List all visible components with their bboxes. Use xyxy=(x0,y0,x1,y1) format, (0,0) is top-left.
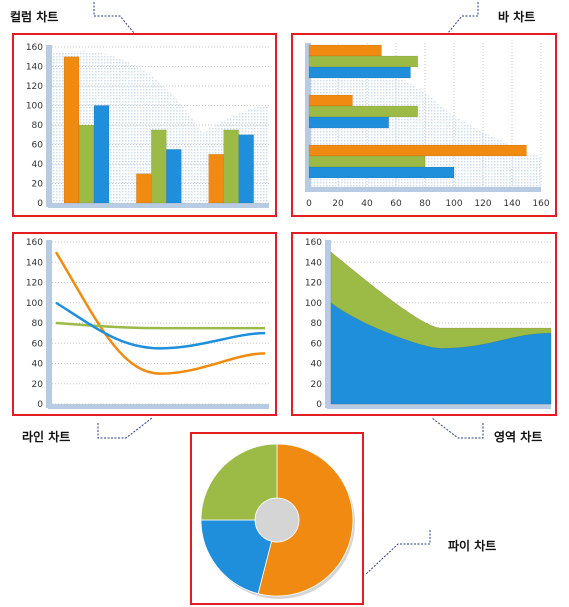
series-line xyxy=(54,251,266,375)
column-chart-panel: 0 20 40 60 80 100 120 140 160 xyxy=(12,33,277,217)
x-tick-label: 40 xyxy=(361,199,373,209)
column-bar xyxy=(136,173,152,204)
y-tick-label: 120 xyxy=(305,279,322,289)
y-tick-label: 120 xyxy=(26,279,43,289)
pie-chart-label: 파이 차트 xyxy=(448,539,497,553)
x-axis-floor xyxy=(327,404,551,409)
y-tick-label: 140 xyxy=(305,258,322,268)
y-axis-wall xyxy=(305,43,311,187)
column-bar xyxy=(63,56,80,204)
x-axis-floor xyxy=(48,404,269,409)
y-tick-label: 100 xyxy=(26,102,43,112)
y-tick-label: 60 xyxy=(32,141,44,151)
line-chart-panel: 0 20 40 60 80 100 120 140 160 xyxy=(12,232,277,416)
y-tick-label: 100 xyxy=(305,299,322,309)
x-tick-label: 20 xyxy=(332,199,344,209)
y-tick-label: 0 xyxy=(37,199,43,209)
x-tick-label: 140 xyxy=(503,199,520,209)
y-axis-wall xyxy=(46,240,52,408)
y-tick-label: 40 xyxy=(311,360,323,370)
column-bar xyxy=(78,124,95,204)
y-tick-label: 100 xyxy=(26,299,43,309)
y-tick-label: 60 xyxy=(32,339,44,349)
column-bar xyxy=(166,149,182,204)
x-tick-label: 60 xyxy=(390,199,402,209)
y-tick-label: 80 xyxy=(32,319,44,329)
column-bar xyxy=(223,129,239,204)
horizontal-bar xyxy=(308,105,418,118)
x-axis-floor xyxy=(48,203,269,208)
line-chart-label: 라인 차트 xyxy=(22,430,71,444)
bar-chart-panel: 0 20 40 60 80 100 120 140 160 xyxy=(291,33,557,217)
y-tick-label: 80 xyxy=(32,121,44,131)
y-tick-label: 20 xyxy=(32,180,44,190)
x-tick-label: 100 xyxy=(445,199,462,209)
x-tick-label: 80 xyxy=(419,199,431,209)
horizontal-bar xyxy=(308,66,411,79)
series-area xyxy=(330,302,552,405)
column-bar xyxy=(151,129,167,204)
x-axis-floor xyxy=(305,187,541,192)
y-axis-wall xyxy=(46,45,52,207)
y-axis-wall xyxy=(325,240,331,408)
y-tick-label: 140 xyxy=(26,258,43,268)
bar-chart-label: 바 차트 xyxy=(498,10,536,24)
pie-slice xyxy=(200,443,278,521)
series-line xyxy=(55,321,265,330)
y-tick-label: 140 xyxy=(26,63,43,73)
horizontal-bar xyxy=(308,155,426,168)
column-bar xyxy=(238,134,254,204)
y-tick-label: 60 xyxy=(311,339,323,349)
horizontal-bar xyxy=(308,55,418,68)
area-chart-label: 영역 차트 xyxy=(494,430,543,444)
line-chart: 0 20 40 60 80 100 120 140 160 xyxy=(26,238,269,410)
y-tick-label: 80 xyxy=(311,319,323,329)
horizontal-bar xyxy=(308,44,382,57)
pie-slice xyxy=(257,443,354,597)
horizontal-bar xyxy=(308,116,389,129)
y-tick-label: 20 xyxy=(32,380,44,390)
horizontal-bar xyxy=(308,94,353,107)
area-chart: 0 20 40 60 80 100 120 140 160 xyxy=(305,238,552,410)
y-tick-label: 0 xyxy=(316,400,322,410)
column-chart-label: 컬럼 차트 xyxy=(10,10,59,24)
bar-chart: 0 20 40 60 80 100 120 140 160 xyxy=(305,43,550,209)
series-line xyxy=(55,301,266,350)
horizontal-bar xyxy=(308,144,527,157)
y-tick-label: 20 xyxy=(311,380,323,390)
x-tick-label: 0 xyxy=(306,199,312,209)
y-tick-label: 0 xyxy=(37,400,43,410)
area-chart-panel: 0 20 40 60 80 100 120 140 160 xyxy=(291,232,557,416)
y-tick-label: 160 xyxy=(305,238,322,248)
column-bar xyxy=(93,105,110,204)
x-tick-label: 120 xyxy=(474,199,491,209)
x-tick-label: 160 xyxy=(532,199,549,209)
pie-slice xyxy=(200,519,273,595)
pie-chart xyxy=(200,443,355,599)
column-chart: 0 20 40 60 80 100 120 140 160 xyxy=(26,43,269,209)
y-tick-label: 160 xyxy=(26,238,43,248)
y-tick-label: 40 xyxy=(32,160,44,170)
y-tick-label: 160 xyxy=(26,43,43,53)
y-tick-label: 120 xyxy=(26,82,43,92)
y-tick-label: 40 xyxy=(32,360,44,370)
column-bar xyxy=(208,154,224,204)
horizontal-bar xyxy=(308,166,455,179)
pie-chart-panel xyxy=(190,432,364,605)
